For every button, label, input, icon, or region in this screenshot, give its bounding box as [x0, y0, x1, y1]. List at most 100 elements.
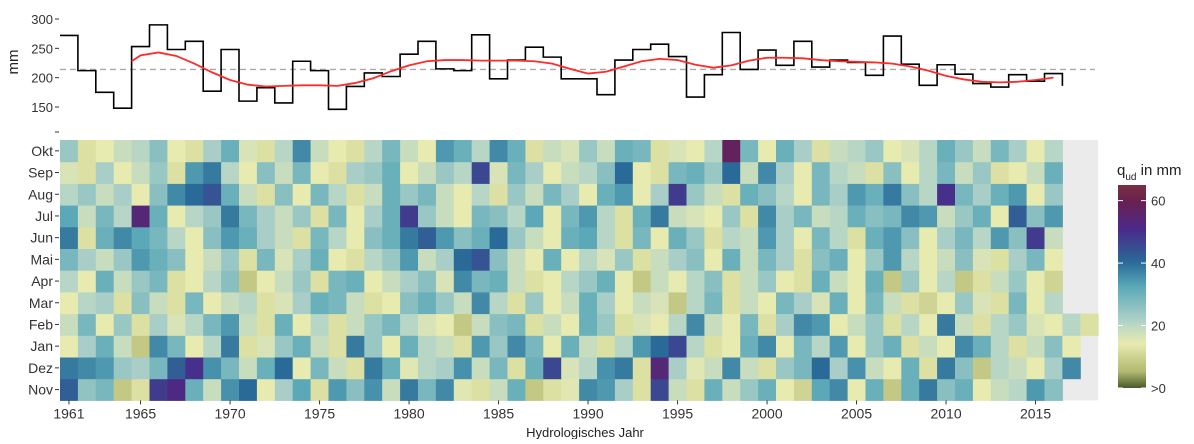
heatmap-cell: [668, 335, 687, 358]
heatmap-cell: [77, 378, 97, 401]
heatmap-cell: [185, 313, 204, 336]
heatmap-cell: [650, 161, 670, 184]
heatmap-cell: [274, 140, 294, 163]
heatmap-cell: [471, 161, 491, 184]
heatmap-cell: [1008, 335, 1028, 358]
heatmap-cell: [292, 161, 312, 184]
heatmap-cell: [1044, 357, 1063, 380]
heatmap-cell: [364, 226, 383, 249]
heatmap-cell: [776, 270, 795, 293]
heatmap-cell: [471, 205, 491, 228]
heatmap-cell: [239, 335, 258, 358]
heatmap-cell: [668, 378, 687, 401]
heatmap-cell: [149, 313, 168, 336]
heatmap-cell: [972, 335, 992, 358]
heatmap-cell: [507, 183, 526, 206]
heatmap-cell: [686, 378, 705, 401]
heatmap-cell: [579, 226, 598, 249]
heatmap-cell: [471, 226, 491, 249]
heatmap-cell: [60, 161, 79, 184]
heatmap-cell: [1062, 357, 1081, 380]
heatmap-cell: [185, 270, 204, 293]
heatmap-cell: [937, 335, 956, 358]
heatmap-cell: [274, 357, 294, 380]
heatmap-cell: [185, 205, 204, 228]
heatmap-cell: [722, 183, 741, 206]
heatmap-cell: [901, 248, 920, 271]
heatmap-cell: [668, 248, 687, 271]
heatmap-cell: [632, 226, 652, 249]
y-tick-label: 250: [31, 41, 53, 56]
heatmap-cell: [865, 161, 884, 184]
heatmap-cell: [185, 248, 204, 271]
heatmap-cell: [221, 291, 240, 315]
heatmap-cell: [167, 183, 186, 206]
heatmap-cell: [686, 183, 705, 206]
heatmap-cell: [507, 140, 526, 163]
heatmap-cell: [990, 378, 1010, 401]
heatmap-cell: [382, 161, 401, 184]
heatmap-cell: [865, 270, 884, 293]
heatmap-cell: [704, 335, 723, 358]
month-label: Jul: [35, 208, 53, 224]
heatmap-cell: [632, 248, 652, 271]
heatmap-cell: [597, 270, 616, 293]
heatmap-cell: [972, 291, 992, 315]
heatmap-cell: [167, 291, 186, 315]
heatmap-cell: [686, 335, 705, 358]
heatmap-cell: [185, 140, 204, 163]
heatmap-cell: [60, 335, 79, 358]
heatmap-cell: [77, 357, 97, 380]
heatmap-cell: [740, 140, 759, 163]
heatmap-cell: [955, 313, 974, 336]
heatmap-cell: [113, 291, 133, 315]
heatmap-cell: [453, 205, 473, 228]
heatmap-cell: [597, 140, 616, 163]
heatmap-cell: [328, 226, 347, 249]
heatmap-cell: [776, 226, 795, 249]
heatmap-cell: [328, 161, 347, 184]
heatmap-cell: [919, 205, 938, 228]
colorbar-title-sub: ud: [1125, 172, 1136, 183]
heatmap-cell: [400, 140, 419, 163]
heatmap-cell: [453, 378, 473, 401]
month-label: Mai: [30, 251, 53, 267]
heatmap-cell: [489, 270, 508, 293]
heatmap-cell: [919, 183, 938, 206]
heatmap-cell: [614, 335, 634, 358]
heatmap-cell: [937, 226, 956, 249]
heatmap-cell: [221, 205, 240, 228]
heatmap-cell: [525, 270, 544, 293]
colorbar-tick-label: 20: [1151, 319, 1165, 334]
y-tick-label: 300: [31, 12, 53, 27]
heatmap-cell: [776, 335, 795, 358]
heatmap-cell: [901, 140, 920, 163]
heatmap-cell: [919, 161, 938, 184]
heatmap-cell: [650, 248, 670, 271]
heatmap-cell: [149, 291, 168, 315]
heatmap-cell: [543, 313, 562, 336]
heatmap-cell: [883, 313, 902, 336]
heatmap-cell: [131, 335, 150, 358]
heatmap-cell: [829, 183, 849, 206]
heatmap-cell: [722, 205, 741, 228]
heatmap-cell: [990, 140, 1010, 163]
heatmap-cell: [382, 226, 401, 249]
heatmap-cell: [847, 313, 866, 336]
heatmap-cell: [382, 335, 401, 358]
heatmap-cell: [668, 291, 687, 315]
heatmap-cell: [668, 183, 687, 206]
heatmap-cell: [1026, 248, 1045, 271]
heatmap-cell: [507, 270, 526, 293]
heatmap-cell: [829, 248, 849, 271]
heatmap-cell: [883, 357, 902, 380]
heatmap-cell: [167, 248, 186, 271]
heatmap-cell: [435, 248, 455, 271]
heatmap-cell: [955, 270, 974, 293]
heatmap-cell: [239, 183, 258, 206]
heatmap-cell: [704, 205, 723, 228]
heatmap-cell: [597, 183, 616, 206]
heatmap-cell: [632, 313, 652, 336]
heatmap-cell: [937, 357, 956, 380]
